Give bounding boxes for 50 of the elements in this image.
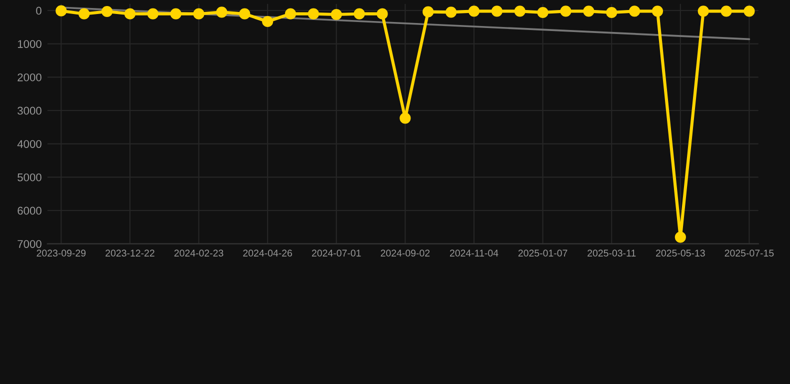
y-tick-label: 7000 [18,240,42,248]
y-tick-label: 3000 [18,106,42,115]
point [170,8,182,20]
point [216,6,228,18]
point [628,6,640,17]
x-tick-label: 2023-12-22 [106,250,154,257]
point [101,6,113,18]
x-tick-label: 2025-07-15 [724,250,774,257]
y-tick-label: 5000 [18,173,42,182]
x-tick-label: 2024-09-02 [380,250,430,257]
point [537,6,548,18]
point [560,6,572,17]
point [147,8,158,20]
point [376,8,388,20]
point [698,6,709,17]
point [56,5,67,16]
x-tick-label: 2025-01-07 [518,250,568,257]
point [606,6,618,18]
point [400,112,411,124]
x-tick-label: 2025-05-13 [656,250,705,257]
point [239,8,250,20]
x-tick-label: 2024-02-23 [174,250,224,257]
point [354,8,365,20]
x-tick-label: 2024-11-04 [450,250,498,257]
x-tick-label: 2025-03-11 [588,250,636,257]
point [652,6,664,17]
point [262,16,274,28]
point [422,6,434,18]
y-tick-label: 1000 [18,40,42,48]
point [284,8,296,20]
point [674,232,686,243]
x-tick-label: 2024-04-26 [243,250,292,257]
y-tick-label: 2000 [18,73,42,82]
x-tick-label: 2024-07-01 [312,250,361,257]
point [720,6,732,17]
y-tick-label: 4000 [17,140,42,148]
point [491,6,502,17]
point [78,8,90,20]
point [124,8,136,20]
y-tick-label: 6000 [18,206,42,215]
point [744,6,755,17]
point [583,6,594,17]
point [468,6,480,17]
point [330,8,342,20]
point [193,8,204,20]
x-tick-label: 2023-09-29 [36,250,86,257]
y-tick-label: 0 [36,6,42,15]
point [308,8,320,20]
point [446,6,457,18]
point [514,6,526,17]
